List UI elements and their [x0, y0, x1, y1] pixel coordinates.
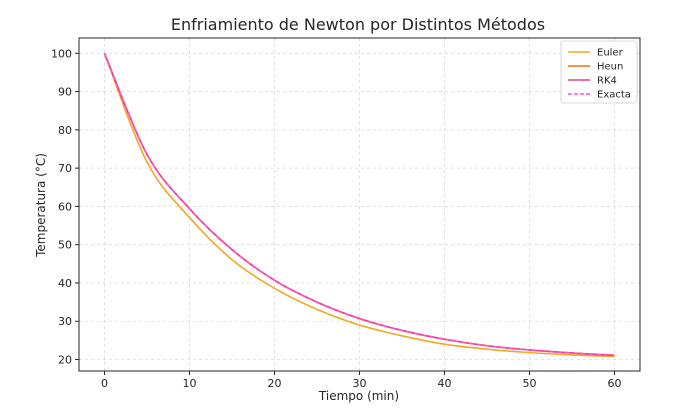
series-lines — [103, 53, 615, 358]
legend-label-rk4: RK4 — [597, 76, 617, 87]
legend: Euler Heun RK4 Exacta — [560, 40, 638, 104]
y-tick-label: 50 — [58, 239, 72, 252]
y-tick-label: 90 — [58, 86, 72, 99]
y-tick-label: 70 — [58, 162, 72, 175]
series-line-exacta — [103, 53, 615, 357]
legend-label-exacta: Exacta — [597, 90, 631, 101]
y-tick-label: 30 — [58, 315, 72, 328]
y-tick-label: 80 — [58, 124, 72, 137]
legend-label-euler: Euler — [597, 48, 624, 59]
legend-label-heun: Heun — [597, 62, 623, 73]
x-axis-ticks: 0 10 20 30 40 50 60 — [101, 371, 622, 390]
y-tick-label: 20 — [58, 354, 72, 367]
y-axis-label: Temperatura (°C) — [34, 153, 48, 258]
y-tick-label: 60 — [58, 200, 72, 213]
series-line-euler — [103, 53, 615, 358]
x-tick-label: 30 — [353, 377, 367, 390]
y-axis-ticks: 20 30 40 50 60 70 80 90 100 — [51, 47, 79, 367]
chart-title: Enfriamiento de Newton por Distintos Mét… — [171, 15, 545, 34]
y-tick-label: 40 — [58, 277, 72, 290]
legend-box — [560, 40, 638, 104]
x-tick-label: 20 — [268, 377, 282, 390]
y-tick-label: 100 — [51, 47, 72, 60]
grid — [79, 38, 640, 371]
x-tick-label: 0 — [101, 377, 108, 390]
x-tick-label: 40 — [438, 377, 452, 390]
x-axis-label: Tiempo (min) — [318, 389, 399, 403]
x-tick-label: 50 — [523, 377, 537, 390]
x-tick-label: 10 — [183, 377, 197, 390]
x-tick-label: 60 — [608, 377, 622, 390]
